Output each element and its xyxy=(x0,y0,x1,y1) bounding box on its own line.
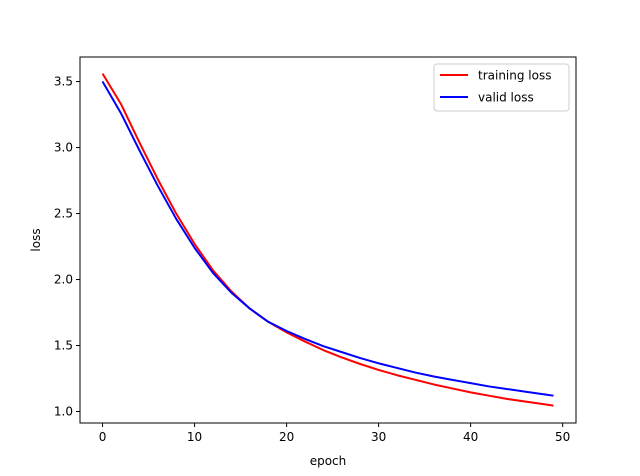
series-line-training-loss xyxy=(101,73,554,407)
y-ticks: 1.0 1.5 2.0 2.5 3.0 3.5 xyxy=(54,75,80,419)
legend: training loss valid loss xyxy=(433,63,570,112)
y-tick-label: 2.5 xyxy=(54,207,73,221)
y-tick-label: 3.5 xyxy=(54,75,73,89)
y-tick-label: 2.0 xyxy=(54,273,73,287)
y-tick-label: 1.0 xyxy=(54,405,73,419)
legend-label-training-loss: training loss xyxy=(478,69,551,83)
x-tick-label: 30 xyxy=(371,430,386,444)
x-axis-label: epoch xyxy=(310,454,347,468)
y-axis-label: loss xyxy=(29,228,43,251)
x-tick-label: 40 xyxy=(463,430,478,444)
x-tick-label: 10 xyxy=(187,430,202,444)
y-tick-label: 3.0 xyxy=(54,141,73,155)
x-tick-label: 0 xyxy=(99,430,107,444)
x-tick-label: 20 xyxy=(279,430,294,444)
y-tick-label: 1.5 xyxy=(54,339,73,353)
series-line-valid-loss xyxy=(101,81,554,397)
legend-label-valid-loss: valid loss xyxy=(478,91,534,105)
x-ticks: 0 10 20 30 40 50 xyxy=(99,423,570,444)
x-tick-label: 50 xyxy=(555,430,570,444)
plot-frame xyxy=(79,56,577,424)
plot-lines xyxy=(101,73,554,407)
